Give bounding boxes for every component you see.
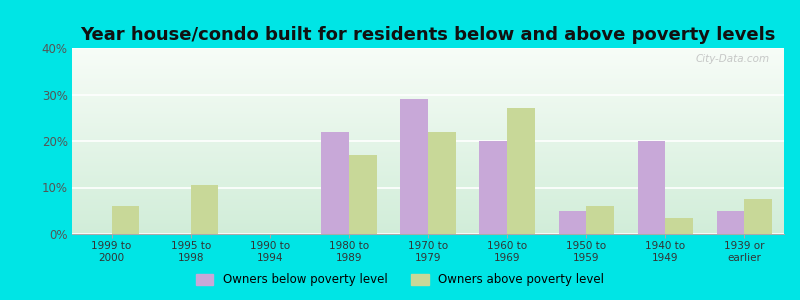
Text: City-Data.com: City-Data.com (696, 54, 770, 64)
Bar (428, 132, 456, 234)
Bar (349, 155, 377, 234)
Bar (507, 108, 534, 234)
Bar (321, 132, 349, 234)
Bar (479, 141, 507, 234)
Bar (400, 99, 428, 234)
Bar (717, 211, 745, 234)
Bar (745, 199, 772, 234)
Title: Year house/condo built for residents below and above poverty levels: Year house/condo built for residents bel… (80, 26, 776, 44)
Bar (190, 185, 218, 234)
Bar (558, 211, 586, 234)
Bar (111, 206, 139, 234)
Legend: Owners below poverty level, Owners above poverty level: Owners below poverty level, Owners above… (191, 269, 609, 291)
Bar (586, 206, 614, 234)
Bar (638, 141, 666, 234)
Bar (666, 218, 693, 234)
